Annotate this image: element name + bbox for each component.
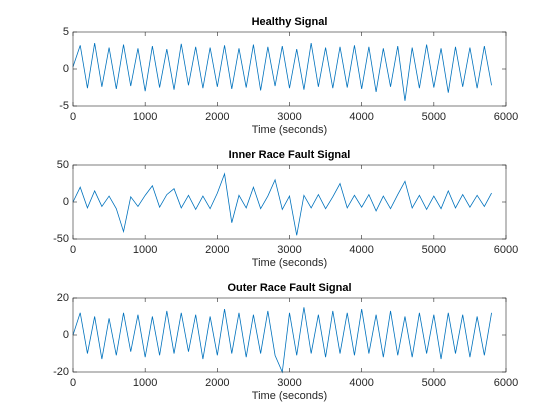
x-tick-label: 1000 bbox=[133, 377, 157, 389]
x-tick-label: 2000 bbox=[205, 111, 229, 123]
x-axis-label: Time (seconds) bbox=[252, 124, 327, 136]
y-tick-label: 0 bbox=[63, 329, 69, 341]
x-tick-label: 5000 bbox=[422, 111, 446, 123]
plot-area bbox=[73, 298, 506, 372]
x-tick-label: 4000 bbox=[349, 244, 373, 256]
x-tick-label: 0 bbox=[70, 111, 76, 123]
chart-title: Healthy Signal bbox=[252, 16, 328, 28]
x-tick-label: 6000 bbox=[494, 111, 518, 123]
x-tick-label: 4000 bbox=[349, 377, 373, 389]
x-tick-label: 5000 bbox=[422, 244, 446, 256]
y-tick-label: -20 bbox=[53, 366, 69, 378]
x-tick-label: 1000 bbox=[133, 244, 157, 256]
x-tick-label: 1000 bbox=[133, 111, 157, 123]
y-tick-label: 50 bbox=[57, 159, 69, 171]
x-tick-label: 3000 bbox=[277, 244, 301, 256]
x-tick-label: 3000 bbox=[277, 377, 301, 389]
y-tick-label: -5 bbox=[59, 100, 69, 112]
x-tick-label: 0 bbox=[70, 244, 76, 256]
x-tick-label: 3000 bbox=[277, 111, 301, 123]
plot-area bbox=[73, 32, 506, 106]
y-tick-label: 20 bbox=[57, 292, 69, 304]
chart-title: Inner Race Fault Signal bbox=[229, 149, 351, 161]
x-tick-label: 2000 bbox=[205, 377, 229, 389]
x-tick-label: 0 bbox=[70, 377, 76, 389]
x-tick-label: 4000 bbox=[349, 111, 373, 123]
x-tick-label: 5000 bbox=[422, 377, 446, 389]
x-axis-label: Time (seconds) bbox=[252, 390, 327, 402]
plot-area bbox=[73, 165, 506, 239]
y-tick-label: 0 bbox=[63, 196, 69, 208]
x-tick-label: 2000 bbox=[205, 244, 229, 256]
y-tick-label: 0 bbox=[63, 63, 69, 75]
chart-title: Outer Race Fault Signal bbox=[227, 282, 351, 294]
x-axis-label: Time (seconds) bbox=[252, 257, 327, 269]
signal-line bbox=[72, 43, 492, 101]
x-tick-label: 6000 bbox=[494, 244, 518, 256]
y-tick-label: 5 bbox=[63, 26, 69, 38]
signal-line bbox=[72, 172, 492, 236]
x-tick-label: 6000 bbox=[494, 377, 518, 389]
y-tick-label: -50 bbox=[53, 233, 69, 245]
